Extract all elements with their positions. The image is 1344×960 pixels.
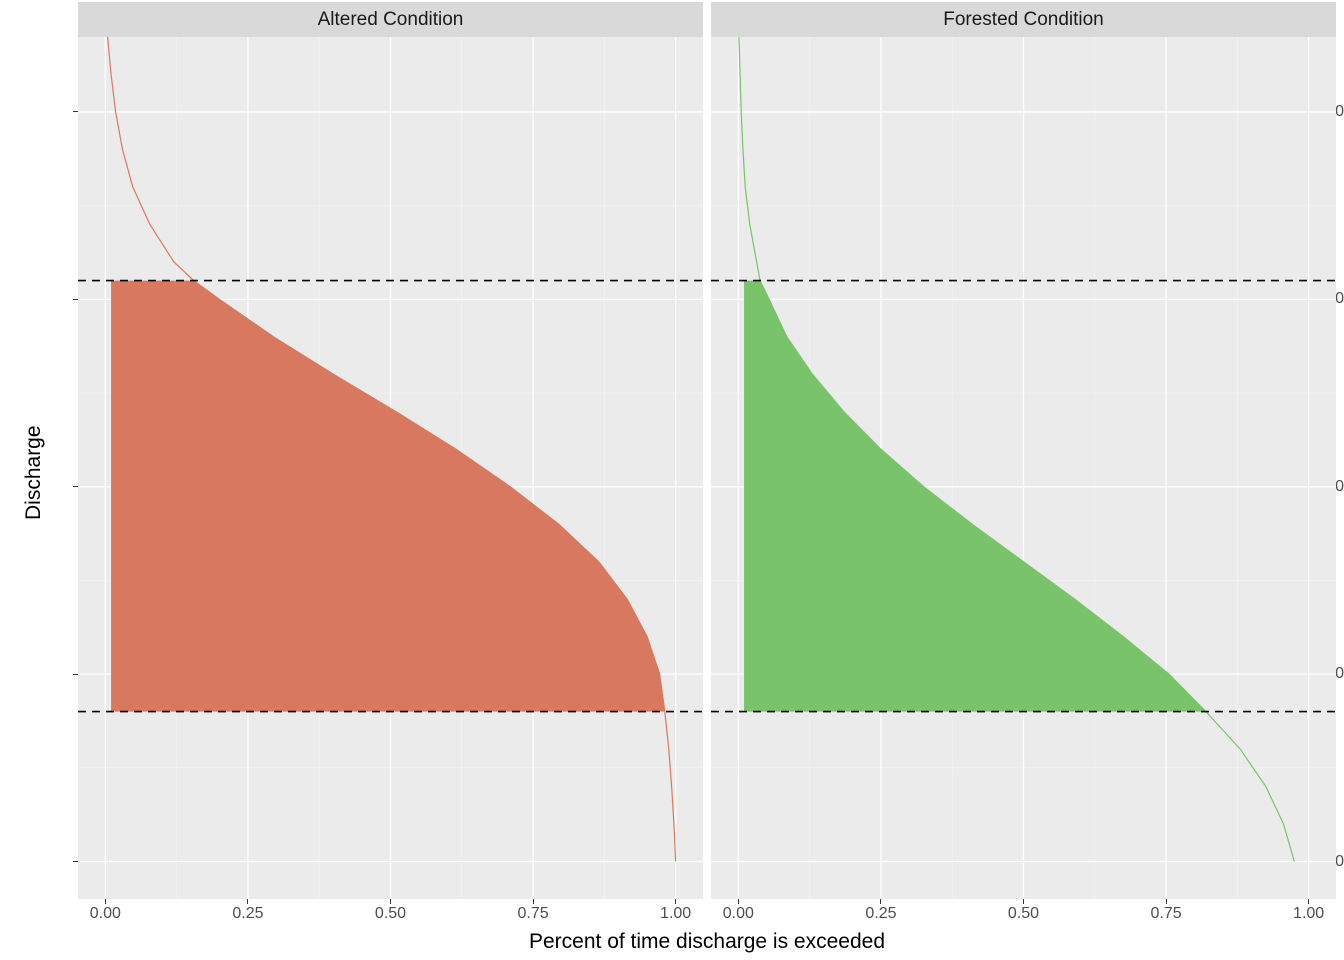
y-tick-mark	[73, 486, 78, 487]
x-tick-mark	[1166, 899, 1167, 904]
x-tick-mark	[390, 899, 391, 904]
x-tick-label: 0.00	[75, 905, 135, 923]
x-tick-mark	[1308, 899, 1309, 904]
x-tick-label: 0.25	[218, 905, 278, 923]
y-tick-mark	[73, 299, 78, 300]
figure-root: Discharge 010203040 Altered Condition0.0…	[0, 0, 1344, 960]
x-tick-label: 0.75	[503, 905, 563, 923]
x-tick-mark	[247, 899, 248, 904]
y-axis-title: Discharge	[22, 425, 46, 520]
plot-panel	[711, 37, 1336, 899]
plot-svg	[78, 37, 703, 899]
x-tick-mark	[675, 899, 676, 904]
facet-strip: Altered Condition	[78, 2, 703, 37]
x-tick-mark	[1023, 899, 1024, 904]
x-tick-label: 1.00	[1279, 905, 1339, 923]
facet-strip: Forested Condition	[711, 2, 1336, 37]
x-tick-mark	[880, 899, 881, 904]
x-tick-label: 1.00	[646, 905, 706, 923]
x-tick-label: 0.25	[851, 905, 911, 923]
x-tick-mark	[533, 899, 534, 904]
y-tick-mark	[73, 674, 78, 675]
plot-svg	[711, 37, 1336, 899]
y-tick-mark	[73, 861, 78, 862]
x-tick-label: 0.50	[361, 905, 421, 923]
x-axis-title: Percent of time discharge is exceeded	[78, 930, 1336, 954]
x-tick-label: 0.75	[1136, 905, 1196, 923]
x-tick-label: 0.00	[708, 905, 768, 923]
filled-area	[111, 281, 665, 712]
x-tick-mark	[105, 899, 106, 904]
x-tick-label: 0.50	[994, 905, 1054, 923]
y-tick-mark	[73, 111, 78, 112]
plot-panel	[78, 37, 703, 899]
x-tick-mark	[738, 899, 739, 904]
